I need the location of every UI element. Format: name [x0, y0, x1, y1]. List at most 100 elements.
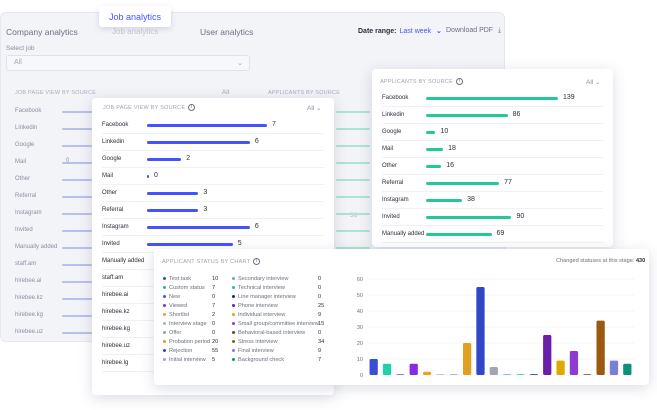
job-views-row: Instagram 6 — [102, 223, 324, 241]
job-views-title: JOB PAGE VIEW BY SOURCE i — [103, 104, 196, 111]
applicants-row-bar — [426, 199, 463, 202]
active-tab-pill[interactable]: Job analytics — [99, 6, 171, 27]
legend-dot — [163, 331, 166, 335]
applicants-row-value: 10 — [440, 128, 449, 135]
bg-mail-value: 0 — [66, 158, 70, 164]
legend-item: Custom status — [163, 285, 205, 291]
legend-item: Line manager interview — [232, 294, 296, 300]
applicants-row-value: 86 — [512, 111, 521, 118]
legend-dot — [163, 295, 166, 299]
bg-job-card-title: JOB PAGE VIEW BY SOURCE — [15, 90, 97, 96]
bg-source-label: hirebee.kz — [15, 295, 43, 301]
status-bar — [396, 374, 405, 375]
bg-source-label: Facebook — [15, 108, 42, 114]
status-bar — [409, 363, 418, 375]
status-bar — [382, 363, 392, 375]
job-views-filter[interactable]: All ⌄ — [307, 104, 322, 112]
bg-source-bar — [62, 281, 92, 283]
legend-dot — [163, 286, 166, 290]
bg-source-label: staff.am — [15, 261, 37, 267]
legend-dot — [163, 304, 166, 308]
legend-dot — [232, 295, 235, 299]
download-pdf-button[interactable]: Download PDF ⤓ — [446, 27, 501, 35]
status-bar — [583, 374, 592, 375]
chevron-down-icon: ⌄ — [595, 79, 601, 86]
job-views-row-value: 6 — [254, 223, 259, 230]
row-divider — [382, 106, 603, 107]
info-icon[interactable]: i — [188, 104, 196, 111]
legend-label: Shortlist — [169, 312, 190, 318]
y-tick-label: 20 — [357, 341, 363, 347]
job-views-row-label: Referral — [102, 207, 124, 213]
tab-user-analytics[interactable]: User analytics — [200, 27, 254, 37]
job-views-row-bar — [147, 243, 233, 246]
legend-item: Rejection — [163, 348, 192, 354]
bg-visible-number: 38 — [350, 212, 358, 219]
legend-label: Individual interview — [238, 312, 286, 318]
bg-source-label: Mail — [15, 159, 27, 165]
applicants-filter[interactable]: All ⌄ — [586, 78, 601, 86]
info-icon[interactable]: i — [253, 258, 261, 265]
bg-source-label: Linkedin — [15, 125, 38, 131]
status-title: APPLICANT STATUS BY CHART i — [162, 258, 261, 265]
y-tick-label: 0 — [360, 373, 363, 379]
legend-dot — [163, 358, 166, 362]
date-range[interactable]: Date range: Last week ⌄ — [358, 27, 442, 35]
select-job-dropdown[interactable]: All ⌄ — [6, 55, 250, 71]
row-divider — [382, 174, 603, 175]
applicants-row-label: Google — [382, 129, 402, 135]
job-views-row: Facebook 7 — [102, 121, 324, 139]
legend-item: Viewed — [163, 303, 187, 309]
bg-applicant-bar — [336, 179, 370, 181]
bg-applicant-bar — [336, 230, 370, 232]
job-views-row-value: 3 — [203, 189, 208, 196]
legend-label: New — [169, 294, 181, 300]
applicants-row-label: Mail — [382, 146, 394, 152]
applicant-status-card: APPLICANT STATUS BY CHART i Changed statu… — [154, 249, 649, 385]
row-divider — [102, 167, 324, 168]
job-views-row-value: 6 — [254, 138, 259, 145]
applicants-row-label: Other — [382, 163, 398, 169]
legend-value: 9 — [318, 312, 322, 318]
bg-source-bar — [62, 230, 92, 232]
legend-item: Secondary interview — [232, 276, 288, 282]
row-divider — [102, 184, 324, 185]
applicants-row-value: 69 — [496, 230, 505, 237]
info-icon[interactable]: i — [456, 78, 464, 85]
bg-source-bar — [62, 332, 92, 334]
status-bar — [462, 343, 472, 375]
status-bar — [422, 371, 432, 375]
date-range-label: Date range: — [358, 28, 397, 35]
job-views-row-value: 5 — [237, 240, 242, 247]
legend-value: 7 — [212, 285, 216, 291]
applicants-row-value: 18 — [448, 145, 456, 152]
bg-applicant-bar — [336, 111, 370, 113]
legend-item: Offer — [163, 330, 181, 336]
status-bar — [489, 367, 498, 375]
legend-label: Phone interview — [238, 303, 278, 309]
date-range-value[interactable]: Last week — [399, 28, 432, 35]
legend-dot — [232, 277, 235, 281]
legend-label: Viewed — [169, 303, 188, 309]
tab-job-analytics[interactable]: Job analytics — [112, 27, 159, 36]
tab-company-analytics[interactable]: Company analytics — [6, 27, 78, 37]
legend-label: Interview stage — [169, 321, 207, 327]
bg-source-bar — [62, 213, 92, 215]
bg-source-label: Referral — [15, 193, 37, 199]
legend-value: 7 — [318, 357, 322, 363]
chevron-down-icon[interactable]: ⌄ — [436, 28, 442, 35]
legend-value: 0 — [318, 285, 322, 291]
job-views-row: Google 2 — [102, 155, 324, 173]
legend-item: Final interview — [232, 348, 274, 354]
status-bar — [516, 374, 525, 375]
applicants-filter-value: All — [586, 79, 594, 86]
legend-label: Background check — [238, 357, 285, 363]
legend-value: 25 — [318, 303, 325, 309]
legend-label: Technical interview — [238, 285, 285, 291]
bg-applicant-bar — [336, 213, 370, 215]
status-bar — [529, 374, 539, 375]
y-tick-label: 30 — [357, 325, 363, 331]
status-bar — [476, 287, 485, 375]
changed-statuses: Changed statuses at this stage: 430 — [556, 258, 645, 264]
applicants-row-label: Instagram — [382, 197, 409, 203]
